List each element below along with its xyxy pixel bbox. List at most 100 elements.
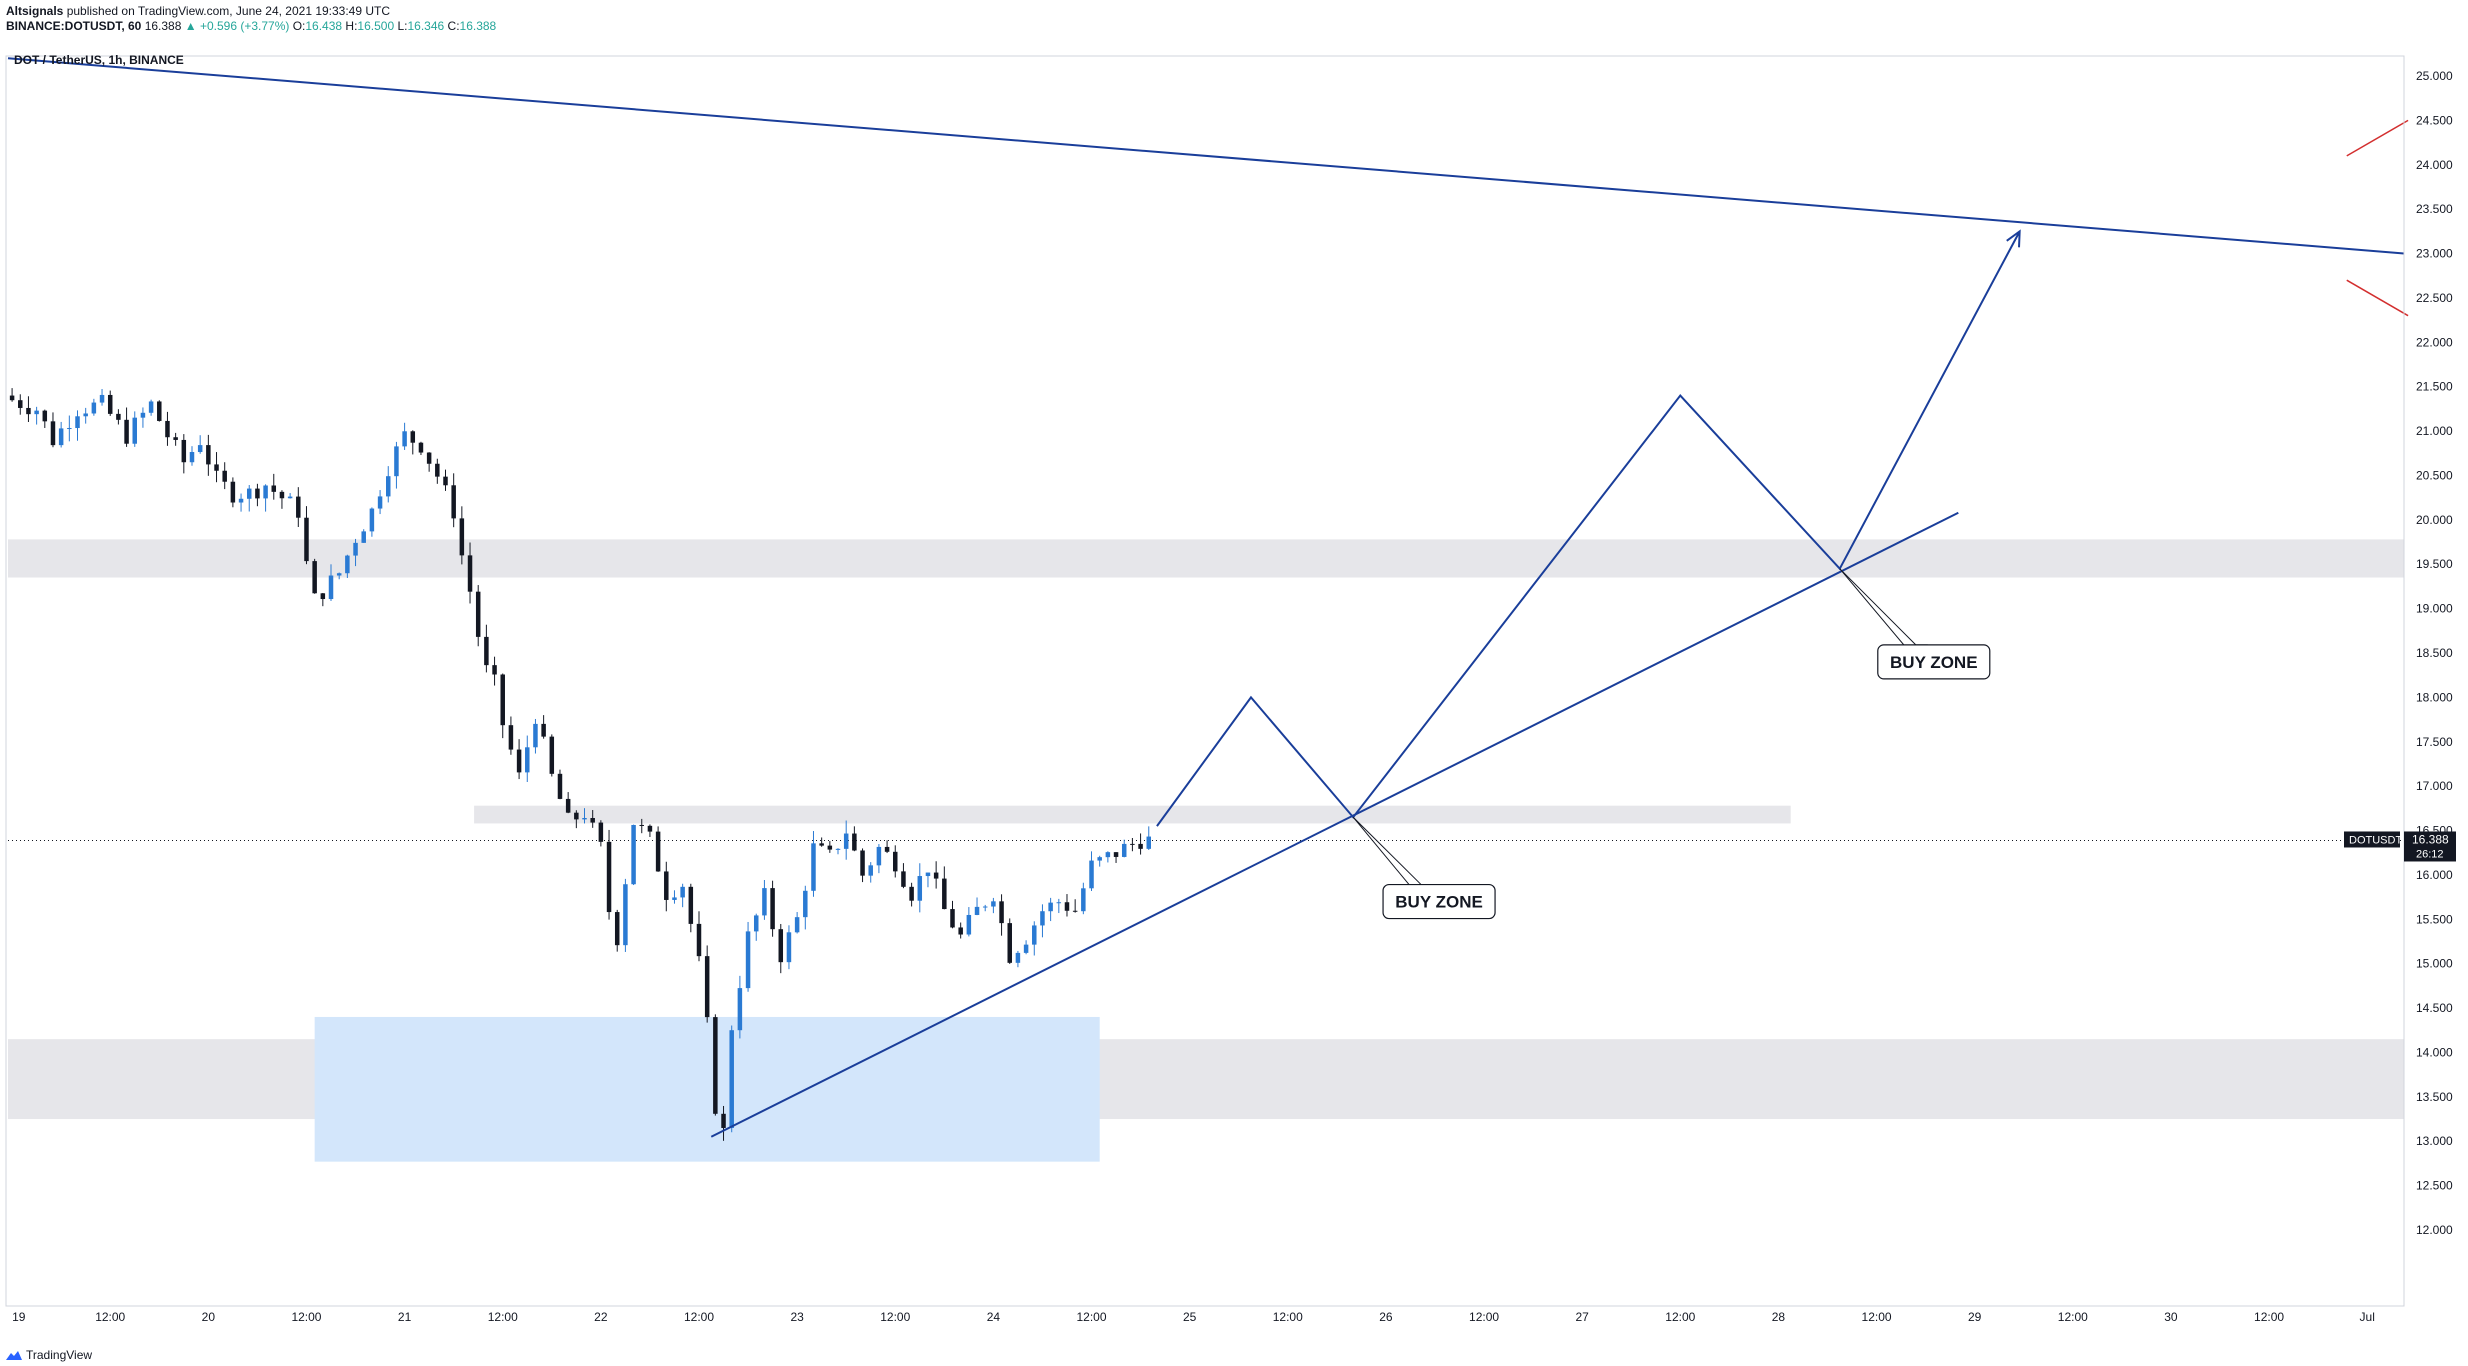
candle[interactable] — [1032, 921, 1037, 956]
target-mark[interactable] — [2346, 279, 2409, 317]
candle[interactable] — [238, 493, 244, 512]
candle-body[interactable] — [75, 416, 80, 429]
callout-box[interactable] — [1877, 644, 1991, 680]
candle[interactable] — [1072, 899, 1078, 913]
candle-body[interactable] — [598, 822, 604, 842]
candle-body[interactable] — [917, 876, 923, 901]
candle[interactable] — [181, 434, 187, 474]
candle[interactable] — [271, 473, 277, 500]
candle-body[interactable] — [933, 872, 939, 879]
candle-body[interactable] — [582, 818, 587, 820]
candle[interactable] — [729, 1025, 734, 1133]
candle-body[interactable] — [925, 872, 931, 877]
candle[interactable] — [664, 861, 669, 912]
candle-body[interactable] — [271, 485, 277, 492]
candle[interactable] — [475, 585, 481, 647]
candle-body[interactable] — [124, 419, 129, 444]
last-price-tag[interactable]: DOTUSDT 16.388 26:12 — [2344, 831, 2456, 862]
candle[interactable] — [1015, 950, 1021, 968]
candle-body[interactable] — [1105, 852, 1111, 858]
candle[interactable] — [263, 484, 268, 512]
candle[interactable] — [991, 897, 996, 914]
candle[interactable] — [116, 409, 121, 425]
candle-body[interactable] — [263, 485, 268, 499]
candle[interactable] — [835, 848, 841, 855]
candle[interactable] — [819, 837, 824, 847]
candle[interactable] — [394, 441, 399, 489]
candle[interactable] — [173, 432, 178, 446]
candle[interactable] — [590, 810, 595, 828]
candle-body[interactable] — [664, 871, 669, 900]
candle[interactable] — [803, 885, 808, 930]
candle[interactable] — [361, 529, 366, 543]
candle[interactable] — [811, 831, 816, 897]
candle-body[interactable] — [1056, 902, 1062, 904]
candle[interactable] — [426, 452, 432, 472]
candle-body[interactable] — [1121, 843, 1127, 857]
candle-body[interactable] — [868, 865, 873, 876]
candle[interactable] — [9, 388, 15, 402]
candle-body[interactable] — [197, 445, 203, 453]
candle[interactable] — [623, 878, 628, 952]
candle[interactable] — [1121, 839, 1127, 858]
candle-body[interactable] — [467, 555, 473, 592]
candle[interactable] — [1048, 897, 1053, 922]
candle[interactable] — [83, 407, 88, 424]
candle[interactable] — [132, 411, 137, 447]
candle[interactable] — [950, 900, 955, 929]
candle[interactable] — [549, 734, 555, 777]
candle-body[interactable] — [1040, 911, 1045, 926]
candle[interactable] — [942, 866, 947, 910]
candle-body[interactable] — [9, 395, 15, 401]
candle-body[interactable] — [394, 446, 399, 477]
projection-path[interactable] — [1156, 230, 2021, 827]
candle[interactable] — [508, 716, 514, 755]
candle[interactable] — [999, 894, 1004, 936]
candle-body[interactable] — [304, 517, 309, 562]
candle[interactable] — [67, 415, 72, 442]
candle-body[interactable] — [1048, 902, 1053, 912]
candle-body[interactable] — [353, 542, 358, 556]
candle[interactable] — [443, 469, 448, 491]
candle[interactable] — [459, 506, 465, 565]
candle[interactable] — [745, 921, 751, 992]
candle[interactable] — [287, 493, 293, 499]
candle[interactable] — [868, 862, 873, 883]
candle-body[interactable] — [606, 841, 612, 913]
candle[interactable] — [884, 840, 890, 854]
candle[interactable] — [1138, 833, 1143, 855]
candle[interactable] — [574, 810, 579, 829]
candle[interactable] — [647, 824, 653, 837]
candle-body[interactable] — [255, 488, 260, 499]
candle[interactable] — [1081, 882, 1086, 915]
candle[interactable] — [377, 490, 383, 515]
candle[interactable] — [794, 912, 800, 934]
candle[interactable] — [917, 863, 923, 913]
candle[interactable] — [713, 1014, 718, 1116]
candle-body[interactable] — [189, 452, 195, 463]
candle[interactable] — [492, 656, 497, 686]
candle[interactable] — [639, 818, 645, 834]
candle[interactable] — [688, 883, 694, 933]
candle[interactable] — [1040, 904, 1045, 938]
target-mark[interactable] — [2346, 119, 2409, 157]
candle[interactable] — [843, 820, 849, 860]
candle-body[interactable] — [525, 747, 530, 773]
candle[interactable] — [484, 624, 489, 673]
candle-body[interactable] — [157, 401, 162, 421]
candle[interactable] — [598, 820, 604, 847]
candle-body[interactable] — [590, 818, 595, 823]
candle[interactable] — [606, 829, 612, 920]
candle-body[interactable] — [778, 929, 784, 963]
candle-body[interactable] — [574, 812, 579, 820]
candle[interactable] — [451, 473, 456, 528]
candle-body[interactable] — [745, 931, 751, 989]
candle-body[interactable] — [328, 575, 334, 600]
candle-body[interactable] — [83, 413, 88, 417]
candle-body[interactable] — [132, 417, 137, 444]
candle[interactable] — [901, 863, 906, 889]
candle[interactable] — [435, 458, 440, 484]
candle[interactable] — [533, 718, 538, 754]
candle-body[interactable] — [794, 917, 800, 933]
candle[interactable] — [893, 845, 898, 878]
